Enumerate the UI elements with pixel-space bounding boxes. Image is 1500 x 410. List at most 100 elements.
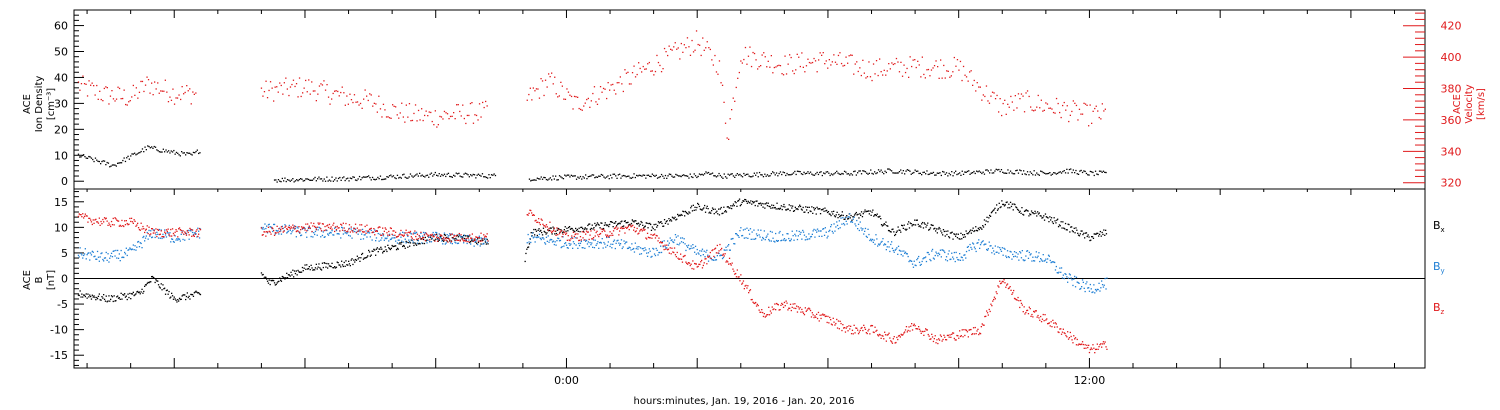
velocity-point xyxy=(436,126,438,128)
density-point xyxy=(723,173,725,175)
velocity-point xyxy=(90,84,92,86)
bx-point xyxy=(337,262,339,264)
density-point xyxy=(1012,173,1014,175)
by-point xyxy=(916,259,918,261)
velocity-point xyxy=(1104,108,1106,110)
by-point xyxy=(957,259,959,261)
bz-point xyxy=(155,228,157,230)
velocity-point xyxy=(894,63,896,65)
bz-point xyxy=(955,339,957,341)
by-point xyxy=(391,237,393,239)
bx-point xyxy=(419,243,421,245)
bx-point xyxy=(934,227,936,229)
velocity-point xyxy=(289,86,292,88)
by-point xyxy=(1095,290,1098,292)
bx-point xyxy=(124,296,127,298)
velocity-point xyxy=(1034,109,1036,111)
density-point xyxy=(705,171,707,173)
density-point xyxy=(579,175,582,178)
bz-point xyxy=(262,234,264,236)
bz-point xyxy=(747,285,749,287)
bz-point xyxy=(678,258,680,260)
bx-point xyxy=(435,238,437,240)
bz-point xyxy=(758,309,760,311)
bx-point xyxy=(637,222,640,224)
bz-point xyxy=(1026,309,1028,312)
bz-point xyxy=(936,339,938,341)
density-point xyxy=(581,178,583,180)
density-point xyxy=(654,175,656,177)
bz-point xyxy=(991,305,993,307)
density-point xyxy=(646,174,648,176)
bz-point xyxy=(545,224,548,226)
velocity-point xyxy=(641,71,643,73)
bx-point xyxy=(444,234,446,236)
by-point xyxy=(680,241,683,243)
bx-point xyxy=(1009,201,1012,203)
bz-point xyxy=(774,303,776,305)
density-point xyxy=(322,180,324,182)
ylabel-right-line-1: ACE xyxy=(1452,94,1463,114)
bz-point xyxy=(534,220,536,222)
bz-point xyxy=(735,272,737,275)
by-point xyxy=(964,254,966,256)
velocity-point xyxy=(91,82,93,84)
velocity-point xyxy=(615,93,617,95)
density-point xyxy=(349,177,351,179)
by-point xyxy=(1004,248,1006,250)
bz-point xyxy=(402,235,405,237)
bx-point xyxy=(989,215,992,217)
velocity-point xyxy=(914,59,916,61)
bz-point xyxy=(1101,346,1103,348)
bx-point xyxy=(85,293,87,295)
bx-point xyxy=(669,220,671,222)
bz-point xyxy=(661,242,663,244)
bz-point xyxy=(157,228,159,231)
bx-point xyxy=(312,269,314,271)
by-point xyxy=(551,239,553,241)
bx-point xyxy=(1020,212,1022,214)
bz-point xyxy=(860,327,862,329)
bx-point xyxy=(423,242,426,245)
bz-point xyxy=(452,237,454,239)
bx-point xyxy=(136,291,138,293)
by-point xyxy=(1035,251,1037,253)
by-point xyxy=(912,266,915,268)
bx-point xyxy=(720,206,722,209)
by-point xyxy=(297,227,299,229)
bx-point xyxy=(294,272,297,275)
bz-point xyxy=(931,336,934,338)
density-point xyxy=(402,174,404,176)
by-point xyxy=(921,260,923,263)
density-point xyxy=(1104,171,1106,173)
by-point xyxy=(118,253,120,255)
bz-point xyxy=(935,342,937,344)
by-point xyxy=(1068,273,1071,275)
bx-point xyxy=(90,298,93,300)
velocity-point xyxy=(1019,98,1021,100)
bx-point xyxy=(110,295,113,297)
bz-point xyxy=(88,217,90,219)
density-point xyxy=(909,170,911,172)
density-point xyxy=(190,153,192,155)
velocity-point xyxy=(764,56,766,58)
by-point xyxy=(941,249,943,251)
by-point xyxy=(763,230,765,232)
bz-point xyxy=(1043,320,1045,322)
bx-point xyxy=(92,296,94,298)
bx-point xyxy=(892,228,894,230)
bx-point xyxy=(823,210,825,212)
by-point xyxy=(1087,287,1089,289)
b-tick-label: 0 xyxy=(61,273,68,286)
velocity-point xyxy=(140,80,142,83)
by-point xyxy=(759,236,761,238)
by-point xyxy=(565,242,567,244)
by-point xyxy=(273,223,276,226)
by-point xyxy=(891,247,894,249)
density-point xyxy=(715,176,718,178)
density-point xyxy=(741,176,744,178)
by-point xyxy=(96,258,98,260)
bx-point xyxy=(947,230,949,232)
by-point xyxy=(744,228,746,230)
bz-point xyxy=(721,254,724,256)
